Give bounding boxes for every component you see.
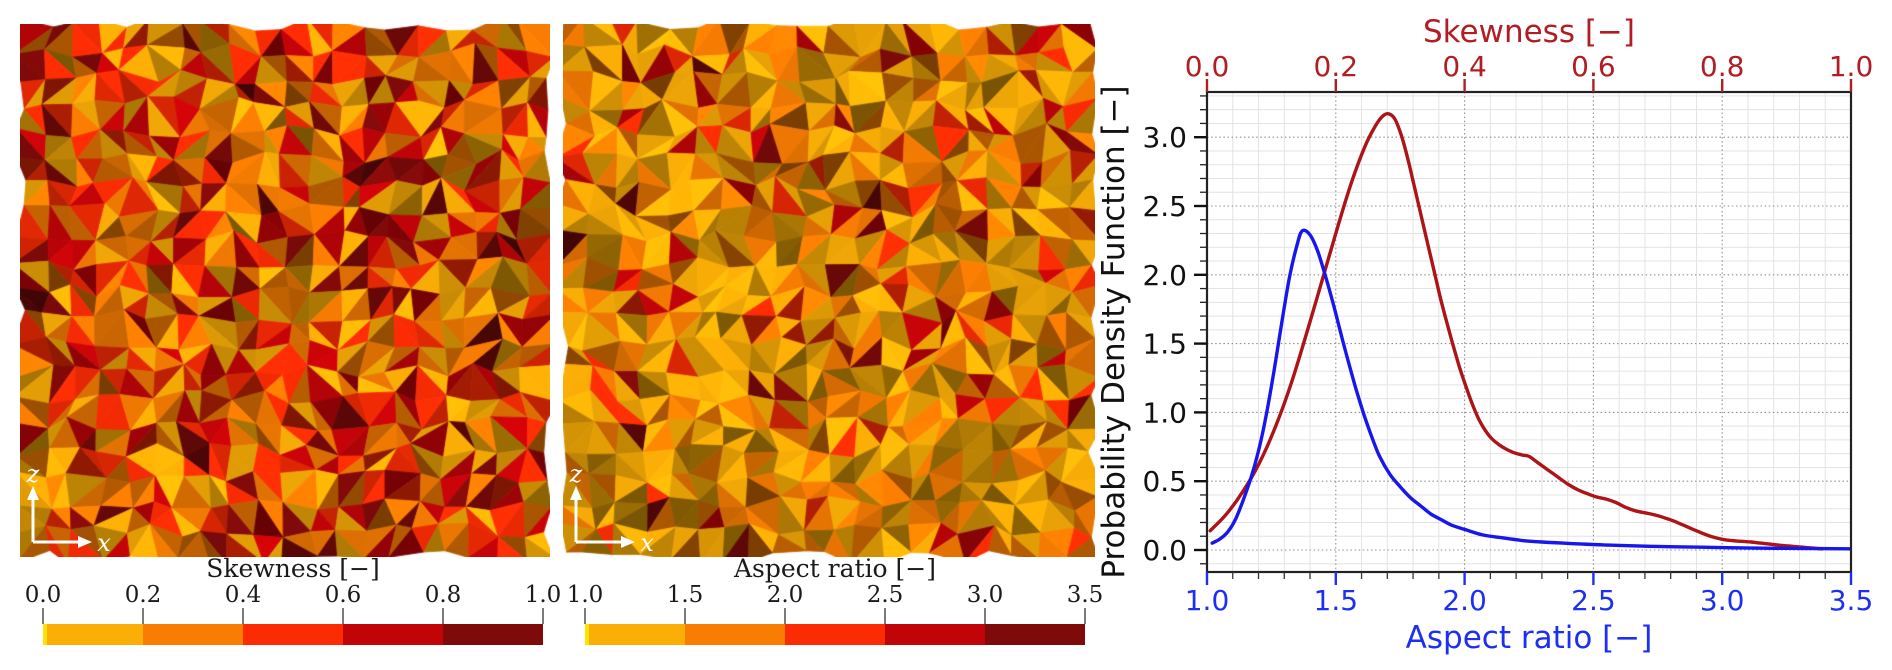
bottom-tick-label: 2.0 [1442, 584, 1487, 617]
left-tick-label: 3.0 [1142, 121, 1187, 154]
bottom-tick-label: 3.5 [1829, 584, 1874, 617]
skewness-mesh-panel: z x [20, 24, 550, 557]
major-gridlines [1207, 92, 1851, 572]
colorbar-tick-label: 0.8 [424, 582, 462, 608]
left-tick-label: 0.0 [1142, 534, 1187, 567]
colorbar-tick-mark [884, 608, 886, 624]
colorbar-segment [243, 624, 343, 645]
bottom-tick-label: 2.5 [1571, 584, 1616, 617]
left-tick-label: 2.0 [1142, 259, 1187, 292]
colorbar-tick-label: 1.5 [666, 582, 704, 608]
colorbar-tick-label: 0.2 [124, 582, 162, 608]
bottom-tick-label: 1.0 [1185, 584, 1230, 617]
colorbar-tick-label: 0.6 [324, 582, 362, 608]
aspect-ratio-colorbar-title: Aspect ratio [−] [733, 554, 937, 583]
colorbar-tick-mark [42, 608, 44, 624]
left-tick-label: 1.0 [1142, 396, 1187, 429]
colorbar-tick-mark [684, 608, 686, 624]
colorbar-tick-mark [142, 608, 144, 624]
aspect-ratio-colorbar-gradient [585, 624, 1085, 645]
colorbar-tick-label: 2.0 [766, 582, 804, 608]
aspect-ratio-mesh-panel: z x [563, 24, 1095, 557]
colorbar-tick-mark [784, 608, 786, 624]
skewness-colorbar-gradient [43, 624, 543, 645]
colorbar-segment [443, 624, 543, 645]
colorbar-tick-mark [1084, 608, 1086, 624]
colorbar-tick-label: 0.4 [224, 582, 262, 608]
top-tick-label: 1.0 [1829, 50, 1874, 83]
minor-gridlines [1207, 92, 1851, 572]
colorbar-edge-strip [43, 624, 47, 645]
colorbar-tick-mark [342, 608, 344, 624]
bottom-tick-label: 3.0 [1700, 584, 1745, 617]
aspect-ratio-mesh-render [563, 24, 1095, 557]
skewness-colorbar-title: Skewness [−] [206, 554, 380, 583]
curve-bottom [1210, 228, 1851, 551]
plot-spines [1205, 90, 1853, 574]
bottom-tick-label: 1.5 [1314, 584, 1359, 617]
left-tick-label: 1.5 [1142, 328, 1187, 361]
colorbar-tick-mark [984, 608, 986, 624]
top-tick-label: 0.8 [1700, 50, 1745, 83]
top-tick-label: 0.6 [1571, 50, 1616, 83]
top-axis-title: Skewness [−] [1423, 14, 1635, 50]
colorbar-tick-label: 1.0 [524, 582, 562, 608]
colorbar-segment [343, 624, 443, 645]
colorbar-tick-label: 2.5 [866, 582, 904, 608]
left-tick-label: 2.5 [1142, 190, 1187, 223]
curve-top [1208, 111, 1824, 551]
skewness-colorbar: Skewness [−] 0.0 0.2 0.4 0.6 0.8 1.0 [25, 554, 561, 670]
skewness-mesh-render [20, 24, 550, 557]
colorbar-tick-mark [542, 608, 544, 624]
colorbar-segment [143, 624, 243, 645]
colorbar-segment [885, 624, 985, 645]
colorbar-segment [685, 624, 785, 645]
colorbar-tick-mark [242, 608, 244, 624]
colorbar-tick-mark [442, 608, 444, 624]
colorbar-segment [43, 624, 143, 645]
colorbar-tick-label: 3.0 [966, 582, 1004, 608]
top-tick-label: 0.0 [1185, 50, 1230, 83]
plot-border [1205, 90, 1853, 574]
pdf-curves [1208, 111, 1851, 551]
top-tick-label: 0.2 [1314, 50, 1359, 83]
top-tick-label: 0.4 [1442, 50, 1487, 83]
colorbar-tick-mark [584, 608, 586, 624]
bottom-axis-title: Aspect ratio [−] [1406, 620, 1653, 656]
axis-tick-labels: 0.0 0.2 0.4 0.6 0.8 1.0 0.0 0.5 1.0 1.5 2.0 2.5 3.0 1… [1142, 50, 1873, 617]
colorbar-tick-label: 1.0 [566, 582, 604, 608]
aspect-ratio-colorbar: Aspect ratio [−] 1.0 1.5 2.0 2.5 3.0 3.5 [567, 554, 1103, 670]
colorbar-edge-strip [585, 624, 589, 645]
axis-ticks [1194, 79, 1853, 585]
y-axis-title: Probability Density Function [−] [1100, 85, 1132, 578]
colorbar-segment [585, 624, 685, 645]
left-tick-label: 0.5 [1142, 465, 1187, 498]
colorbar-segment [985, 624, 1085, 645]
colorbar-tick-label: 0.0 [24, 582, 62, 608]
colorbar-tick-label: 3.5 [1066, 582, 1104, 608]
colorbar-segment [785, 624, 885, 645]
pdf-chart: 0.0 0.2 0.4 0.6 0.8 1.0 0.0 0.5 1.0 1.5 2.0 2.5 3.0 1… [1100, 14, 1873, 656]
